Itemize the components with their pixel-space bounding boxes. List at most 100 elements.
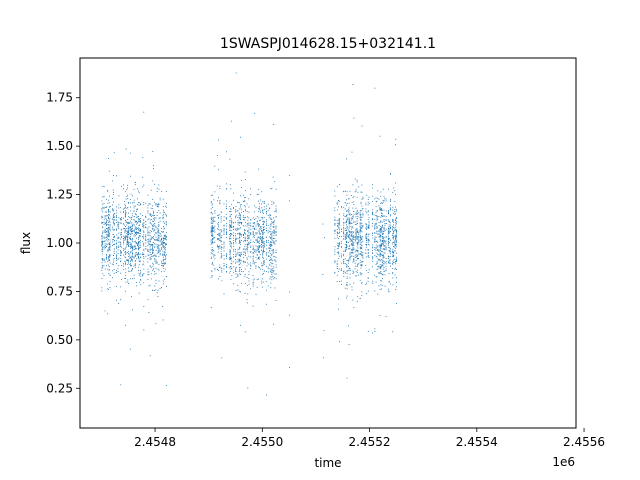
data-point	[235, 240, 237, 242]
data-point	[388, 261, 390, 263]
data-point	[339, 236, 340, 238]
data-point	[159, 233, 161, 234]
data-point	[102, 246, 104, 248]
data-point	[243, 235, 245, 237]
data-point	[233, 207, 234, 208]
data-point	[133, 210, 135, 212]
data-point	[226, 188, 228, 190]
data-point	[368, 257, 370, 258]
data-point	[117, 238, 119, 240]
data-point	[383, 227, 385, 229]
data-point	[165, 223, 167, 225]
data-point	[162, 253, 164, 255]
data-point	[267, 210, 269, 212]
data-point	[383, 226, 385, 228]
data-point	[131, 253, 133, 255]
data-point	[152, 225, 154, 227]
data-point	[381, 208, 382, 210]
data-point	[226, 270, 227, 272]
data-point	[155, 243, 157, 245]
data-point	[381, 259, 383, 261]
data-point	[349, 254, 351, 255]
data-point	[267, 232, 269, 234]
data-point	[346, 271, 348, 273]
data-point	[275, 251, 277, 253]
data-point	[103, 231, 105, 233]
data-point	[125, 220, 127, 222]
data-point	[392, 241, 394, 243]
data-point	[129, 222, 131, 224]
data-point	[360, 227, 362, 229]
data-point	[274, 259, 276, 261]
data-point	[152, 230, 154, 232]
data-point	[382, 263, 384, 265]
data-point	[377, 293, 379, 295]
data-point	[108, 217, 109, 219]
data-point	[270, 253, 272, 255]
data-point	[365, 204, 367, 206]
data-point	[147, 268, 149, 270]
data-point	[270, 214, 272, 216]
data-point	[165, 256, 166, 258]
data-point	[380, 253, 382, 254]
data-point	[256, 249, 258, 251]
data-point	[165, 262, 166, 264]
data-point	[272, 226, 274, 228]
data-point	[125, 198, 127, 200]
data-point	[108, 235, 110, 237]
data-point	[387, 244, 389, 246]
data-point	[374, 328, 376, 330]
data-point	[248, 238, 250, 240]
data-point	[130, 193, 132, 195]
data-point	[212, 226, 213, 228]
data-point	[366, 232, 368, 234]
data-point	[113, 229, 114, 231]
data-point	[356, 181, 358, 183]
data-point	[259, 225, 261, 227]
data-point	[148, 231, 150, 233]
data-point	[218, 248, 220, 250]
data-point	[258, 206, 260, 208]
data-point	[381, 228, 383, 230]
data-point	[266, 227, 267, 229]
data-point	[225, 271, 227, 273]
data-point	[145, 236, 147, 238]
data-point	[270, 259, 272, 260]
data-point	[229, 258, 231, 260]
data-point	[138, 242, 139, 244]
data-point	[381, 221, 383, 223]
data-point	[378, 205, 380, 207]
data-point	[127, 194, 129, 196]
data-point	[252, 236, 254, 238]
data-point	[377, 190, 379, 192]
data-point	[219, 245, 221, 247]
data-point	[126, 244, 128, 246]
data-point	[214, 237, 216, 238]
data-point	[322, 223, 324, 225]
data-point	[372, 332, 374, 334]
data-point	[128, 227, 130, 229]
data-point	[134, 259, 136, 261]
data-point	[166, 237, 167, 239]
data-point	[210, 208, 212, 210]
data-point	[260, 238, 261, 240]
data-point	[163, 242, 164, 244]
data-point	[120, 232, 122, 234]
data-point	[372, 214, 374, 216]
data-point	[113, 219, 115, 220]
data-point	[395, 229, 397, 231]
data-point	[235, 221, 237, 223]
data-point	[343, 222, 345, 224]
data-point	[140, 246, 142, 248]
data-point	[108, 232, 110, 234]
data-point	[223, 233, 225, 235]
data-point	[152, 289, 154, 291]
data-point	[142, 275, 144, 277]
data-point	[103, 275, 105, 276]
data-point	[368, 224, 370, 226]
data-point	[345, 204, 347, 206]
data-point	[101, 208, 103, 210]
data-point	[271, 201, 273, 203]
data-point	[240, 223, 242, 225]
data-point	[115, 251, 117, 253]
